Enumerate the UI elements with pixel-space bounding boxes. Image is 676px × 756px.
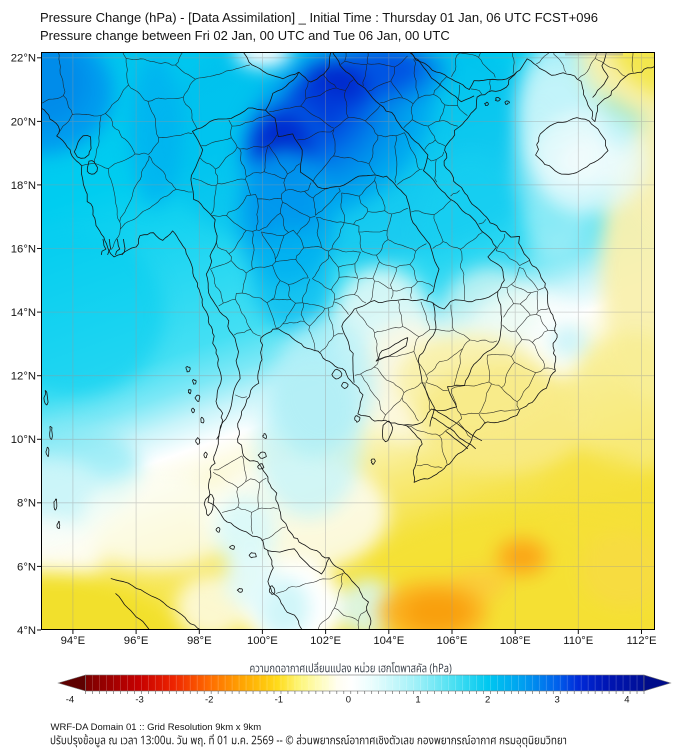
svg-text:112°E: 112°E xyxy=(626,635,657,647)
svg-text:102°E: 102°E xyxy=(310,635,341,647)
svg-text:-3: -3 xyxy=(135,695,143,706)
svg-text:12°N: 12°N xyxy=(11,371,36,383)
svg-text:4: 4 xyxy=(624,695,629,706)
svg-text:108°E: 108°E xyxy=(500,635,531,647)
svg-text:1: 1 xyxy=(415,695,420,706)
svg-text:6°N: 6°N xyxy=(17,561,36,573)
svg-text:18°N: 18°N xyxy=(11,180,36,192)
svg-text:-4: -4 xyxy=(66,695,74,706)
svg-text:22°N: 22°N xyxy=(11,53,36,65)
svg-text:4°N: 4°N xyxy=(17,625,36,637)
svg-text:Pressure Change (hPa) - [Data: Pressure Change (hPa) - [Data Assimilati… xyxy=(40,10,598,25)
svg-text:106°E: 106°E xyxy=(437,635,468,647)
svg-text:16°N: 16°N xyxy=(11,243,36,255)
svg-text:10°N: 10°N xyxy=(11,434,36,446)
svg-text:0: 0 xyxy=(346,695,351,706)
svg-text:110°E: 110°E xyxy=(563,635,594,647)
svg-text:Pressure change between Fri 02: Pressure change between Fri 02 Jan, 00 U… xyxy=(40,28,450,43)
svg-text:104°E: 104°E xyxy=(373,635,404,647)
svg-text:WRF-DA Domain 01 :: Grid Resol: WRF-DA Domain 01 :: Grid Resolution 9km … xyxy=(51,722,262,733)
svg-text:14°N: 14°N xyxy=(11,307,36,319)
svg-text:-2: -2 xyxy=(205,695,213,706)
svg-text:100°E: 100°E xyxy=(247,635,278,647)
svg-text:20°N: 20°N xyxy=(11,116,36,128)
svg-text:2: 2 xyxy=(485,695,490,706)
svg-text:3: 3 xyxy=(555,695,560,706)
svg-text:98°E: 98°E xyxy=(187,635,212,647)
svg-text:94°E: 94°E xyxy=(61,635,86,647)
svg-text:8°N: 8°N xyxy=(17,498,36,510)
svg-text:-1: -1 xyxy=(275,695,283,706)
svg-text:96°E: 96°E xyxy=(124,635,149,647)
